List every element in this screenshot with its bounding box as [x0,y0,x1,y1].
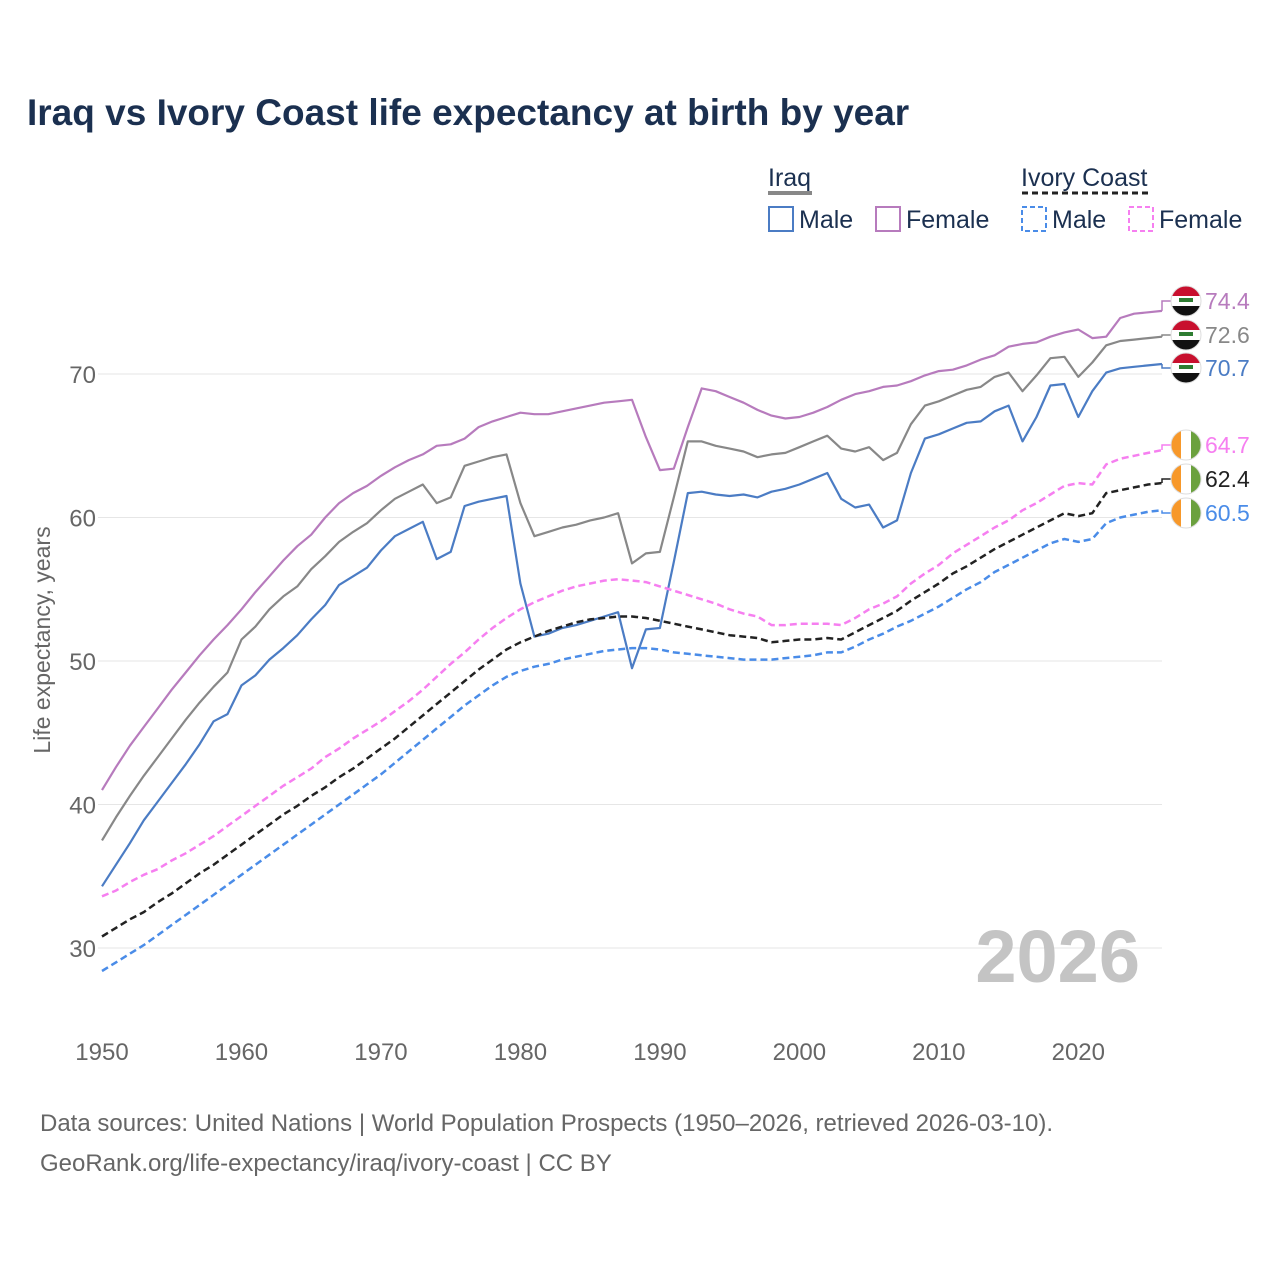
end-value-label-iraq_male: 70.7 [1205,355,1250,381]
series-line-ivory_total [101,481,1163,938]
x-tick-label-1980: 1980 [494,1039,547,1066]
year-watermark: 2026 [975,915,1140,998]
legend: Iraq Male Female Ivory Coast Male Female [768,164,1242,234]
leader-line-ivory_total [1161,478,1171,484]
series-line-iraq_total [101,335,1163,841]
legend-iraq-female-swatch [875,206,901,232]
series-line-iraq_male [101,362,1163,887]
chart-title: Iraq vs Ivory Coast life expectancy at b… [27,92,910,133]
source-line-2: GeoRank.org/life-expectancy/iraq/ivory-c… [40,1150,612,1177]
end-value-label-ivory_male: 60.5 [1205,500,1250,526]
legend-group-iraq: Iraq [768,164,811,192]
x-tick-labels: 1950 1960 1970 1980 1990 2000 2010 2020 [75,1039,1105,1066]
x-tick-label-2010: 2010 [912,1039,965,1066]
ivory-coast-flag-icon [1170,429,1202,461]
legend-ivory-male-label: Male [1052,206,1106,234]
legend-iraq-male-swatch [768,206,794,232]
y-axis-label: Life expectancy, years [29,526,55,753]
y-tick-label-30: 30 [69,936,96,963]
ivory-coast-flag-icon [1170,497,1202,529]
legend-iraq-male-label: Male [799,206,853,234]
legend-group-ivory-coast: Ivory Coast [1021,164,1147,192]
source-line-1: Data sources: United Nations | World Pop… [40,1110,1054,1137]
x-tick-label-2020: 2020 [1052,1039,1105,1066]
x-tick-label-1960: 1960 [215,1039,268,1066]
series-lines [101,309,1163,973]
end-value-label-ivory_total: 62.4 [1205,466,1250,492]
legend-ivory-female-swatch [1128,206,1154,232]
x-tick-label-1990: 1990 [633,1039,686,1066]
y-tick-label-60: 60 [69,506,96,533]
series-line-iraq_female [101,309,1163,791]
leader-line-ivory_female [1161,444,1171,451]
x-tick-label-2000: 2000 [773,1039,826,1066]
legend-ivory-male-swatch [1021,206,1047,232]
leader-line-iraq_total [1161,334,1171,337]
y-tick-label-40: 40 [69,793,96,820]
series-line-ivory_female [101,448,1163,898]
x-tick-label-1970: 1970 [354,1039,407,1066]
leader-line-ivory_male [1161,510,1171,514]
leader-line-iraq_male [1161,363,1171,369]
iraq-flag-icon [1170,285,1202,317]
y-tick-label-70: 70 [69,362,96,389]
source-note: Data sources: United Nations | World Pop… [40,1104,1053,1184]
legend-ivory-female-label: Female [1159,206,1242,234]
end-markers: 74.4 72.6 70.7 64.7 62.4 60.5 [1161,285,1250,529]
y-tick-label-50: 50 [69,649,96,676]
end-value-label-ivory_female: 64.7 [1205,432,1250,458]
y-tick-labels: 30 40 50 60 70 [69,362,96,963]
leader-line-iraq_female [1161,300,1171,311]
legend-iraq-female-label: Female [906,206,989,234]
x-tick-label-1950: 1950 [75,1039,128,1066]
ivory-coast-flag-icon [1170,463,1202,495]
end-value-label-iraq_female: 74.4 [1205,288,1250,314]
series-line-ivory_male [101,509,1163,973]
iraq-flag-icon [1170,352,1202,384]
iraq-flag-icon [1170,319,1202,351]
end-value-label-iraq_total: 72.6 [1205,322,1250,348]
